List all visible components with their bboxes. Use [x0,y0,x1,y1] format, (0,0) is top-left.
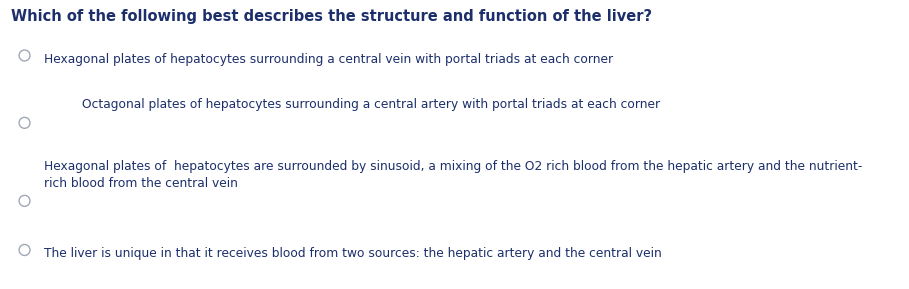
Text: The liver is unique in that it receives blood from two sources: the hepatic arte: The liver is unique in that it receives … [44,247,662,260]
Text: Octagonal plates of hepatocytes surrounding a central artery with portal triads : Octagonal plates of hepatocytes surround… [82,98,660,111]
Text: Hexagonal plates of  hepatocytes are surrounded by sinusoid, a mixing of the O2 : Hexagonal plates of hepatocytes are surr… [44,160,862,190]
Text: Hexagonal plates of hepatocytes surrounding a central vein with portal triads at: Hexagonal plates of hepatocytes surround… [44,53,613,66]
Text: Which of the following best describes the structure and function of the liver?: Which of the following best describes th… [11,9,652,24]
